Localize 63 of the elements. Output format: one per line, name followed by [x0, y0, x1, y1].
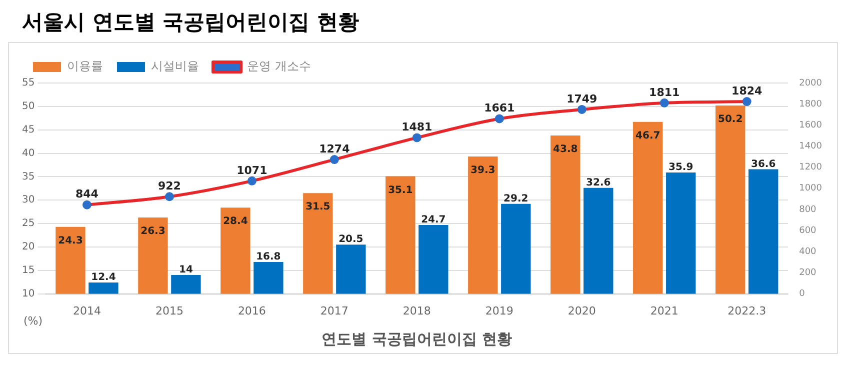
- x-tick-label: 2016: [238, 304, 266, 318]
- data-label: 31.5: [306, 202, 330, 213]
- y-tick-label: 50: [22, 101, 35, 112]
- y-tick-label: 25: [22, 218, 35, 230]
- y2-tick-label: 1200: [799, 162, 822, 173]
- y2-tick-label: 800: [799, 204, 817, 215]
- data-label: 46.7: [636, 130, 660, 142]
- data-label: 1071: [236, 164, 268, 177]
- y2-tick-label: 1400: [799, 142, 822, 152]
- data-label: 1661: [484, 102, 515, 115]
- data-label: 922: [158, 179, 181, 192]
- y-tick-label: 35: [22, 171, 35, 182]
- data-label: 24.3: [58, 235, 83, 246]
- y-tick-label: 45: [22, 124, 35, 136]
- y2-tick-label: 0: [799, 289, 806, 300]
- y-tick-label: 15: [22, 264, 35, 276]
- x-tick-label: 2015: [155, 304, 184, 318]
- data-label: 24.7: [421, 214, 446, 226]
- x-tick-label: 2021: [650, 304, 678, 318]
- y-tick-label: 40: [22, 148, 35, 159]
- x-tick-label: 2022.3: [728, 304, 766, 318]
- data-label: 14: [178, 264, 193, 276]
- data-label: 1749: [566, 92, 598, 106]
- x-tick-label: 2019: [485, 304, 514, 318]
- y-tick-label: 10: [22, 288, 35, 300]
- data-label: 20.5: [338, 234, 364, 246]
- data-label: 1274: [319, 142, 350, 156]
- y-axis-title: (%): [23, 314, 43, 328]
- data-label: 12.4: [91, 272, 116, 284]
- y2-tick-label: 1800: [799, 99, 822, 110]
- data-label: 43.8: [553, 144, 578, 156]
- y2-tick-label: 1600: [799, 120, 822, 131]
- chart-title: 서울시 연도별 국공립어린이집 현황: [22, 8, 360, 36]
- x-tick-label: 2018: [402, 304, 431, 318]
- legend-label: 운영 개소수: [247, 59, 311, 74]
- y2-tick-label: 2000: [799, 78, 822, 88]
- data-label: 28.4: [223, 216, 248, 228]
- x-tick-label: 2020: [568, 304, 596, 318]
- y-tick-label: 55: [22, 78, 35, 89]
- y-tick-label: 20: [22, 242, 35, 253]
- data-label: 35.1: [388, 184, 413, 196]
- data-label: 844: [75, 188, 99, 201]
- data-label: 1811: [649, 86, 680, 99]
- data-label: 32.6: [586, 178, 611, 189]
- data-label: 16.8: [256, 252, 281, 263]
- data-label: 50.2: [718, 114, 743, 126]
- x-axis-title: 연도별 국공립어린이집 현황: [322, 330, 512, 348]
- data-label: 26.3: [140, 226, 166, 238]
- x-tick-label: 2017: [320, 304, 348, 318]
- data-label: 35.9: [668, 162, 694, 174]
- data-label: 36.6: [751, 158, 776, 170]
- data-label: 1481: [402, 120, 432, 134]
- data-label: 39.3: [470, 165, 496, 176]
- y2-tick-label: 1000: [799, 184, 822, 194]
- data-label: 1824: [732, 84, 762, 98]
- data-label: 29.2: [504, 193, 528, 204]
- legend-label: 시설비율: [151, 59, 199, 74]
- y2-tick-label: 200: [799, 268, 817, 278]
- legend-label: 이용률: [67, 59, 103, 74]
- x-tick-label: 2014: [72, 304, 101, 318]
- y2-tick-label: 600: [799, 226, 817, 236]
- y2-tick-label: 400: [799, 246, 817, 257]
- y-tick-label: 30: [22, 194, 35, 206]
